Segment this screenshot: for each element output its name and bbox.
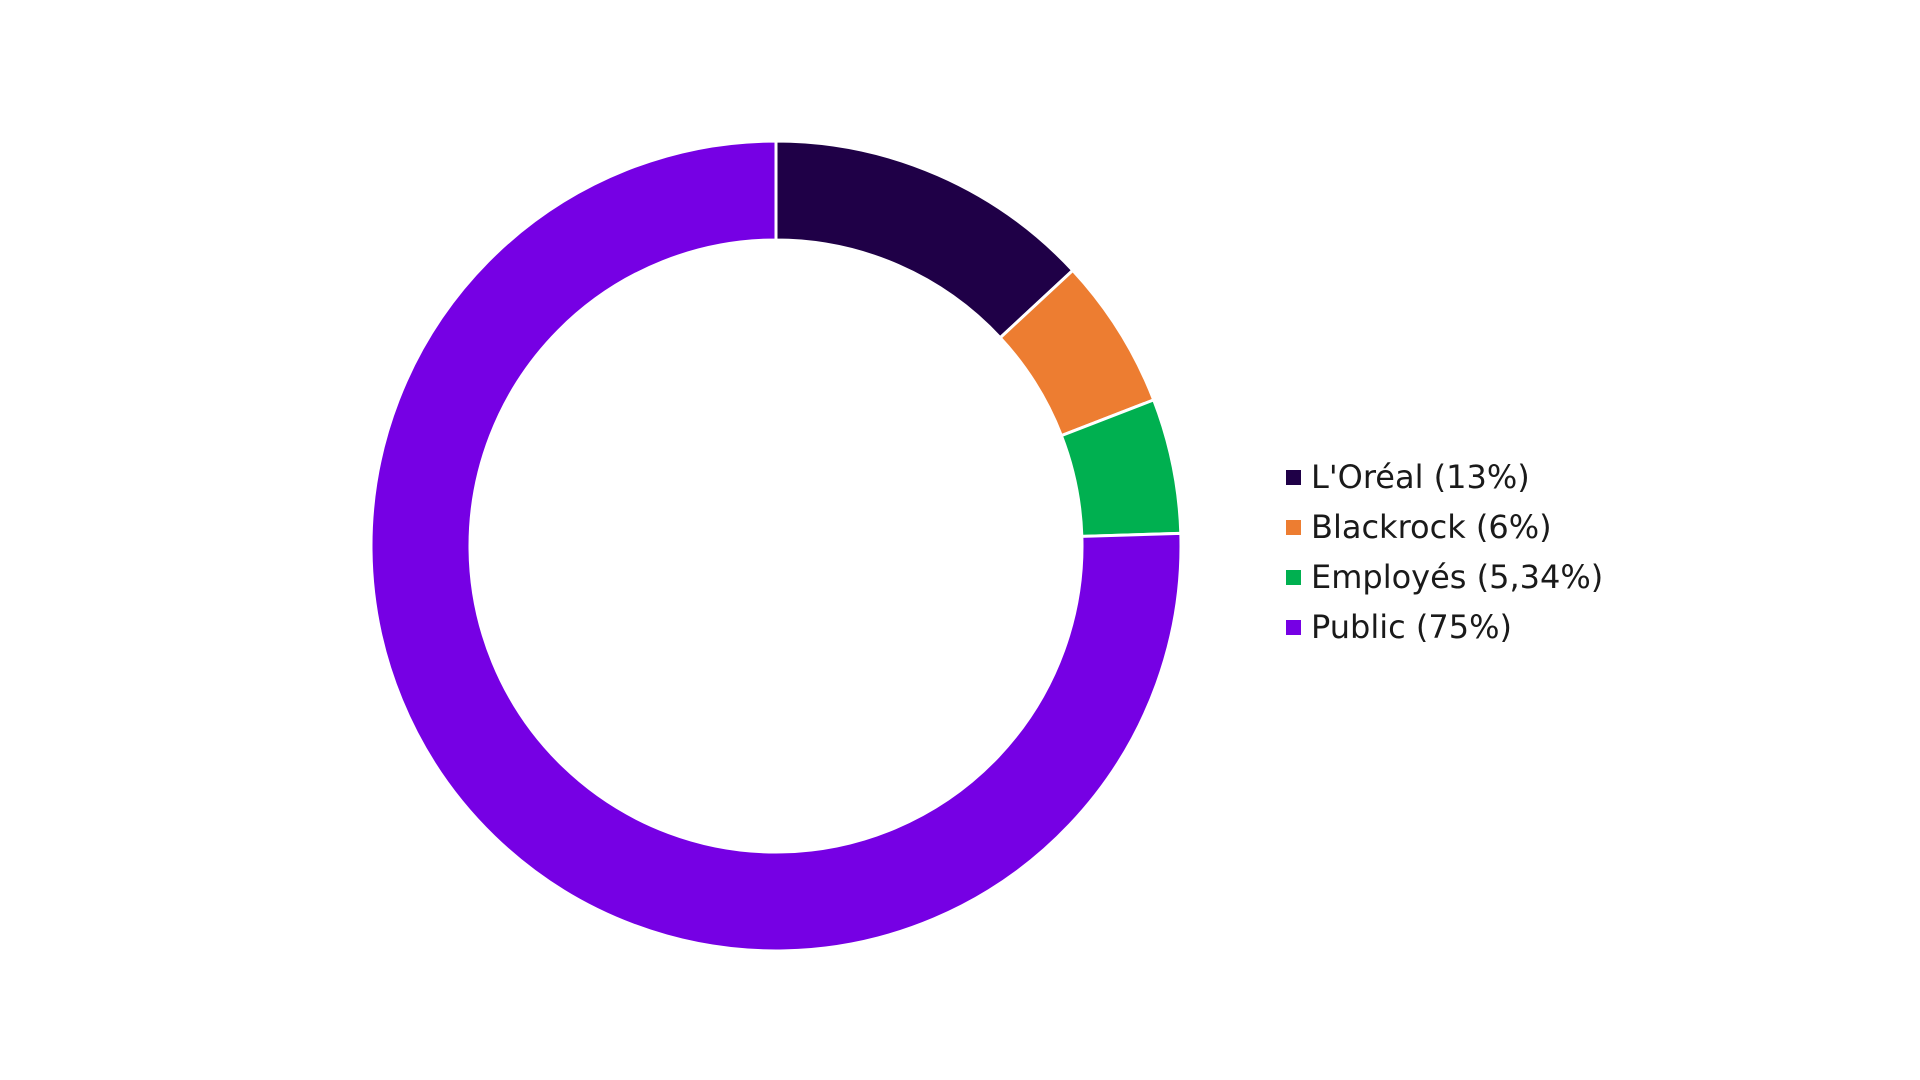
legend-item-public: Public (75%) (1286, 602, 1603, 652)
chart-legend: L'Oréal (13%) Blackrock (6%) Employés (5… (1286, 452, 1603, 652)
legend-item-employes: Employés (5,34%) (1286, 552, 1603, 602)
legend-swatch-employes (1286, 569, 1301, 585)
donut-slices (369, 139, 1183, 953)
donut-slice-public (369, 139, 1183, 953)
legend-swatch-blackrock (1286, 519, 1301, 535)
legend-label-blackrock: Blackrock (6%) (1311, 508, 1552, 546)
legend-swatch-loreal (1286, 469, 1301, 485)
donut-slice-loral (774, 139, 1075, 340)
legend-label-public: Public (75%) (1311, 608, 1512, 646)
legend-item-blackrock: Blackrock (6%) (1286, 502, 1603, 552)
legend-label-loreal: L'Oréal (13%) (1311, 458, 1530, 496)
legend-label-employes: Employés (5,34%) (1311, 558, 1604, 596)
legend-item-loreal: L'Oréal (13%) (1286, 452, 1603, 502)
legend-swatch-public (1286, 619, 1301, 635)
